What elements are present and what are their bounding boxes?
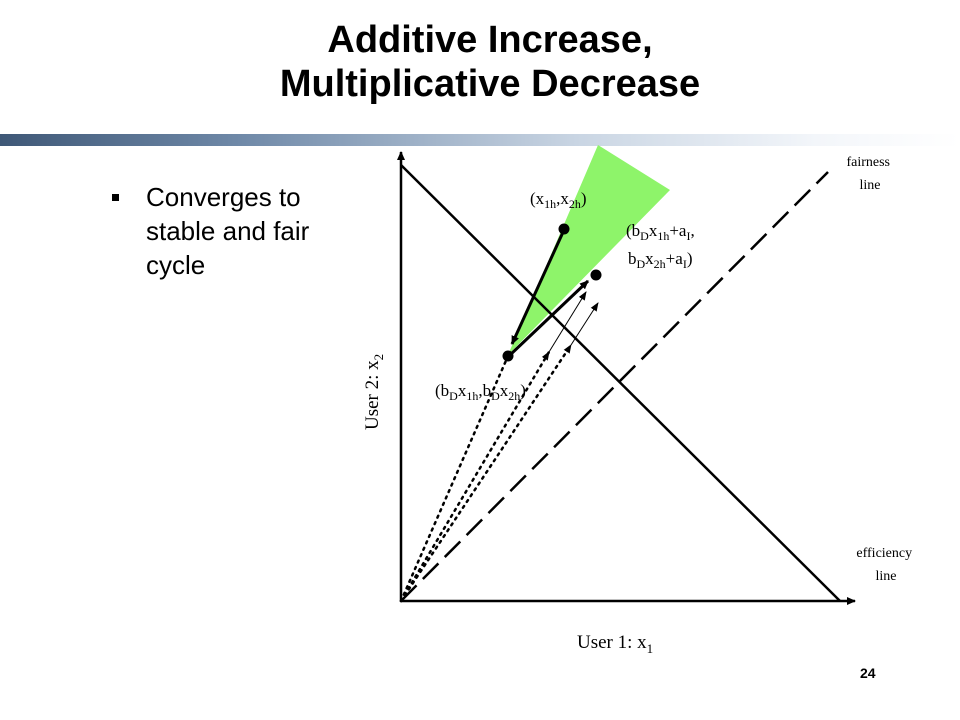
- page-number: 24: [860, 665, 876, 681]
- dotted-ray: [399, 350, 551, 603]
- title-divider: [0, 134, 960, 146]
- dotted-ray: [399, 343, 573, 603]
- slide-title: Additive Increase, Multiplicative Decrea…: [0, 18, 960, 106]
- point-right: [590, 269, 602, 281]
- fairness-line: [400, 171, 829, 602]
- x-axis-label: User 1: x1: [577, 632, 653, 656]
- dotted-ray: [399, 354, 510, 603]
- title-line-2: Multiplicative Decrease: [279, 63, 701, 105]
- point-right-label-line2: bDx2h+aI): [628, 249, 692, 271]
- efficiency-line: [400, 164, 841, 602]
- point-right-label-line1: (bDx1h+aI,: [626, 221, 695, 243]
- increase-arrow: [508, 279, 590, 357]
- point-bottom: [502, 350, 514, 362]
- point-bottom-label: (bDx1h,bDx2h): [435, 381, 526, 403]
- bullet-square-icon: [112, 194, 119, 201]
- double-arrow: [563, 302, 599, 354]
- decrease-arrow: [510, 229, 566, 345]
- fairness-label: fairness line: [846, 155, 893, 193]
- efficiency-label: efficiency line: [856, 546, 915, 584]
- y-axis-label: User 2: x2: [362, 354, 386, 430]
- bullet-text: Converges to stable and fair cycle: [146, 182, 310, 280]
- point-top: [558, 223, 570, 235]
- title-line-1: Additive Increase,: [327, 19, 653, 61]
- point-top-label: (x1h,x2h): [530, 189, 587, 211]
